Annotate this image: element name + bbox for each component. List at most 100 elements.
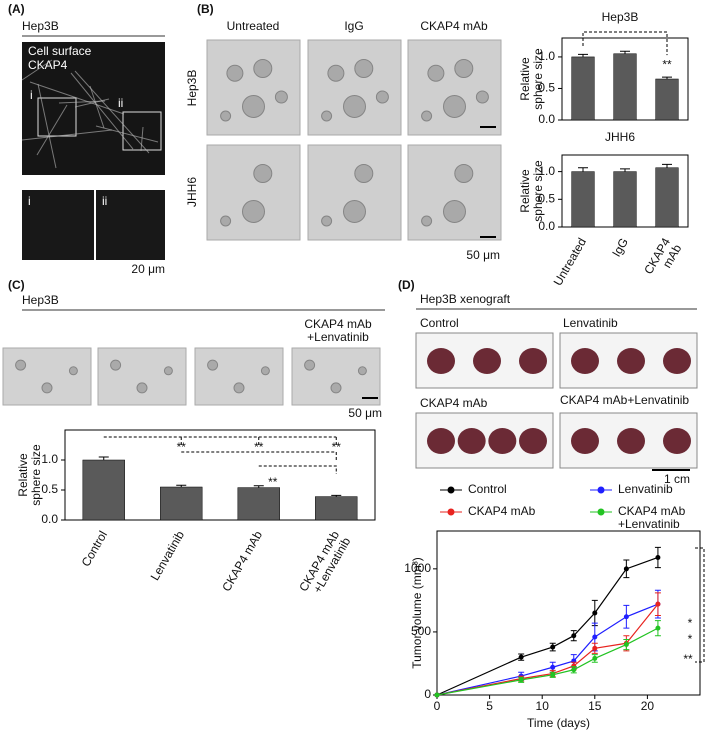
cell bbox=[475, 90, 489, 104]
cell bbox=[304, 359, 316, 371]
membrane bbox=[21, 129, 113, 141]
marker bbox=[518, 654, 524, 660]
membrane bbox=[70, 72, 134, 150]
marker bbox=[434, 692, 440, 698]
y-axis-label: Relative sphere size bbox=[16, 444, 43, 506]
annotation: ** bbox=[268, 475, 278, 489]
row-label: Hep3B bbox=[185, 70, 199, 107]
cell bbox=[443, 95, 466, 118]
scale-label: 50 μm bbox=[466, 248, 500, 262]
marker bbox=[550, 644, 556, 650]
cell bbox=[274, 90, 288, 104]
micrograph bbox=[194, 347, 284, 406]
bracket bbox=[695, 547, 705, 663]
bar bbox=[655, 78, 679, 121]
inset bbox=[96, 190, 165, 260]
tumor bbox=[519, 428, 547, 454]
y-tick-label: 500 bbox=[411, 624, 431, 638]
marker bbox=[550, 672, 556, 678]
marker bbox=[655, 554, 661, 560]
micrograph bbox=[291, 347, 381, 406]
marker bbox=[518, 677, 524, 683]
error-bar bbox=[620, 50, 630, 54]
tumor bbox=[457, 428, 486, 454]
cell bbox=[233, 382, 245, 394]
cell bbox=[110, 359, 122, 371]
legend-marker bbox=[447, 508, 455, 516]
panel-label: (D) bbox=[398, 278, 415, 292]
annotation: ** bbox=[177, 440, 187, 454]
y-tick-label: 1.0 bbox=[41, 452, 58, 466]
bar bbox=[160, 486, 203, 521]
scale-label: 20 μm bbox=[131, 262, 165, 276]
scale-label: 50 μm bbox=[348, 406, 382, 420]
bar bbox=[237, 487, 280, 521]
membrane bbox=[37, 83, 57, 169]
y-tick-label: 1.0 bbox=[538, 164, 555, 178]
column-label: IgG bbox=[344, 19, 363, 33]
micrograph bbox=[2, 347, 92, 406]
group-label: CKAP4 mAb bbox=[420, 396, 488, 410]
y-tick-label: 0.0 bbox=[538, 112, 555, 126]
membrane bbox=[74, 98, 110, 108]
cell bbox=[242, 200, 265, 223]
cell bbox=[343, 200, 366, 223]
x-tick-label: 20 bbox=[641, 699, 655, 713]
annotation: ** bbox=[254, 440, 264, 454]
tumor bbox=[663, 428, 691, 454]
annotation: * bbox=[688, 616, 693, 630]
cell bbox=[207, 359, 219, 371]
plot-frame bbox=[64, 429, 376, 521]
cell bbox=[354, 164, 374, 183]
membrane bbox=[95, 125, 159, 143]
roi-label: i bbox=[30, 88, 33, 102]
inset-label: ii bbox=[102, 194, 107, 208]
error-bar bbox=[578, 53, 588, 57]
cell bbox=[163, 366, 173, 376]
marker bbox=[623, 566, 629, 572]
tumor bbox=[488, 428, 517, 454]
marker bbox=[571, 663, 577, 669]
panel-label: (C) bbox=[8, 278, 25, 292]
column-label: Untreated bbox=[227, 19, 280, 33]
error-bar bbox=[331, 494, 342, 497]
error-bar bbox=[98, 456, 109, 460]
cell bbox=[41, 382, 53, 394]
tumor bbox=[617, 428, 645, 454]
tumor bbox=[427, 348, 455, 374]
error-bar bbox=[253, 485, 264, 488]
membrane bbox=[21, 59, 53, 81]
error-bar bbox=[662, 76, 672, 79]
annotation: ** bbox=[662, 57, 672, 71]
cell bbox=[253, 59, 273, 78]
x-axis-label: Time (days) bbox=[527, 716, 590, 730]
bar bbox=[571, 56, 595, 121]
chart-title: Hep3B bbox=[602, 10, 639, 24]
tumor bbox=[617, 348, 645, 374]
x-tick-label: 0 bbox=[434, 699, 441, 713]
cell bbox=[354, 59, 374, 78]
bar bbox=[571, 171, 595, 228]
legend-marker bbox=[447, 486, 455, 494]
tumor bbox=[663, 348, 691, 374]
bar bbox=[613, 53, 637, 121]
cell bbox=[357, 366, 367, 376]
tumor bbox=[427, 428, 455, 454]
marker bbox=[571, 667, 577, 673]
cell bbox=[226, 64, 244, 82]
cell bbox=[375, 90, 389, 104]
group-label: Control bbox=[420, 316, 459, 330]
tumor bbox=[571, 348, 599, 374]
tumor bbox=[519, 348, 547, 374]
panel-label: (B) bbox=[197, 2, 214, 16]
y-tick-label: 0.0 bbox=[41, 512, 58, 526]
cell bbox=[443, 200, 466, 223]
tumor bbox=[571, 428, 599, 454]
legend-marker bbox=[597, 486, 605, 494]
cell bbox=[421, 215, 433, 227]
error-bar bbox=[662, 163, 672, 168]
scale-label: 1 cm bbox=[664, 472, 690, 486]
marker bbox=[592, 610, 598, 616]
